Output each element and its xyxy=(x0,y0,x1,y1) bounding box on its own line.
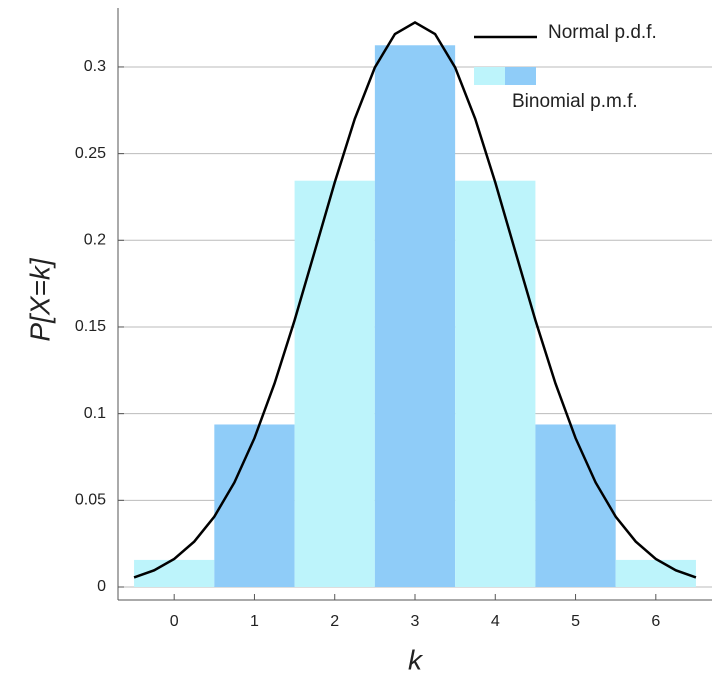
bar xyxy=(294,180,375,587)
x-tick-label: 6 xyxy=(651,613,660,630)
x-tick-label: 4 xyxy=(491,613,500,630)
y-tick-label: 0 xyxy=(97,578,106,595)
x-tick-label: 3 xyxy=(411,613,420,630)
bar xyxy=(535,424,616,587)
x-axis-label: k xyxy=(408,644,424,675)
bar xyxy=(214,424,295,587)
y-tick-label: 0.05 xyxy=(75,492,106,509)
legend-label: Binomial p.m.f. xyxy=(512,91,638,112)
x-tick-label: 2 xyxy=(330,613,339,630)
bar xyxy=(374,45,456,587)
y-tick-label: 0.2 xyxy=(84,232,106,249)
y-tick-label: 0.1 xyxy=(84,405,106,422)
bar xyxy=(455,180,536,587)
x-tick-label: 1 xyxy=(250,613,259,630)
y-axis-label: P[X=k] xyxy=(24,257,55,341)
legend-label: Normal p.d.f. xyxy=(548,22,657,43)
y-tick-label: 0.25 xyxy=(75,145,106,162)
x-tick-label: 5 xyxy=(571,613,580,630)
legend-swatch xyxy=(474,67,505,85)
y-tick-label: 0.15 xyxy=(75,318,106,335)
y-tick-label: 0.3 xyxy=(84,58,106,75)
x-tick-label: 0 xyxy=(170,613,179,630)
legend-swatch xyxy=(505,67,536,85)
normal-curve xyxy=(133,20,697,579)
